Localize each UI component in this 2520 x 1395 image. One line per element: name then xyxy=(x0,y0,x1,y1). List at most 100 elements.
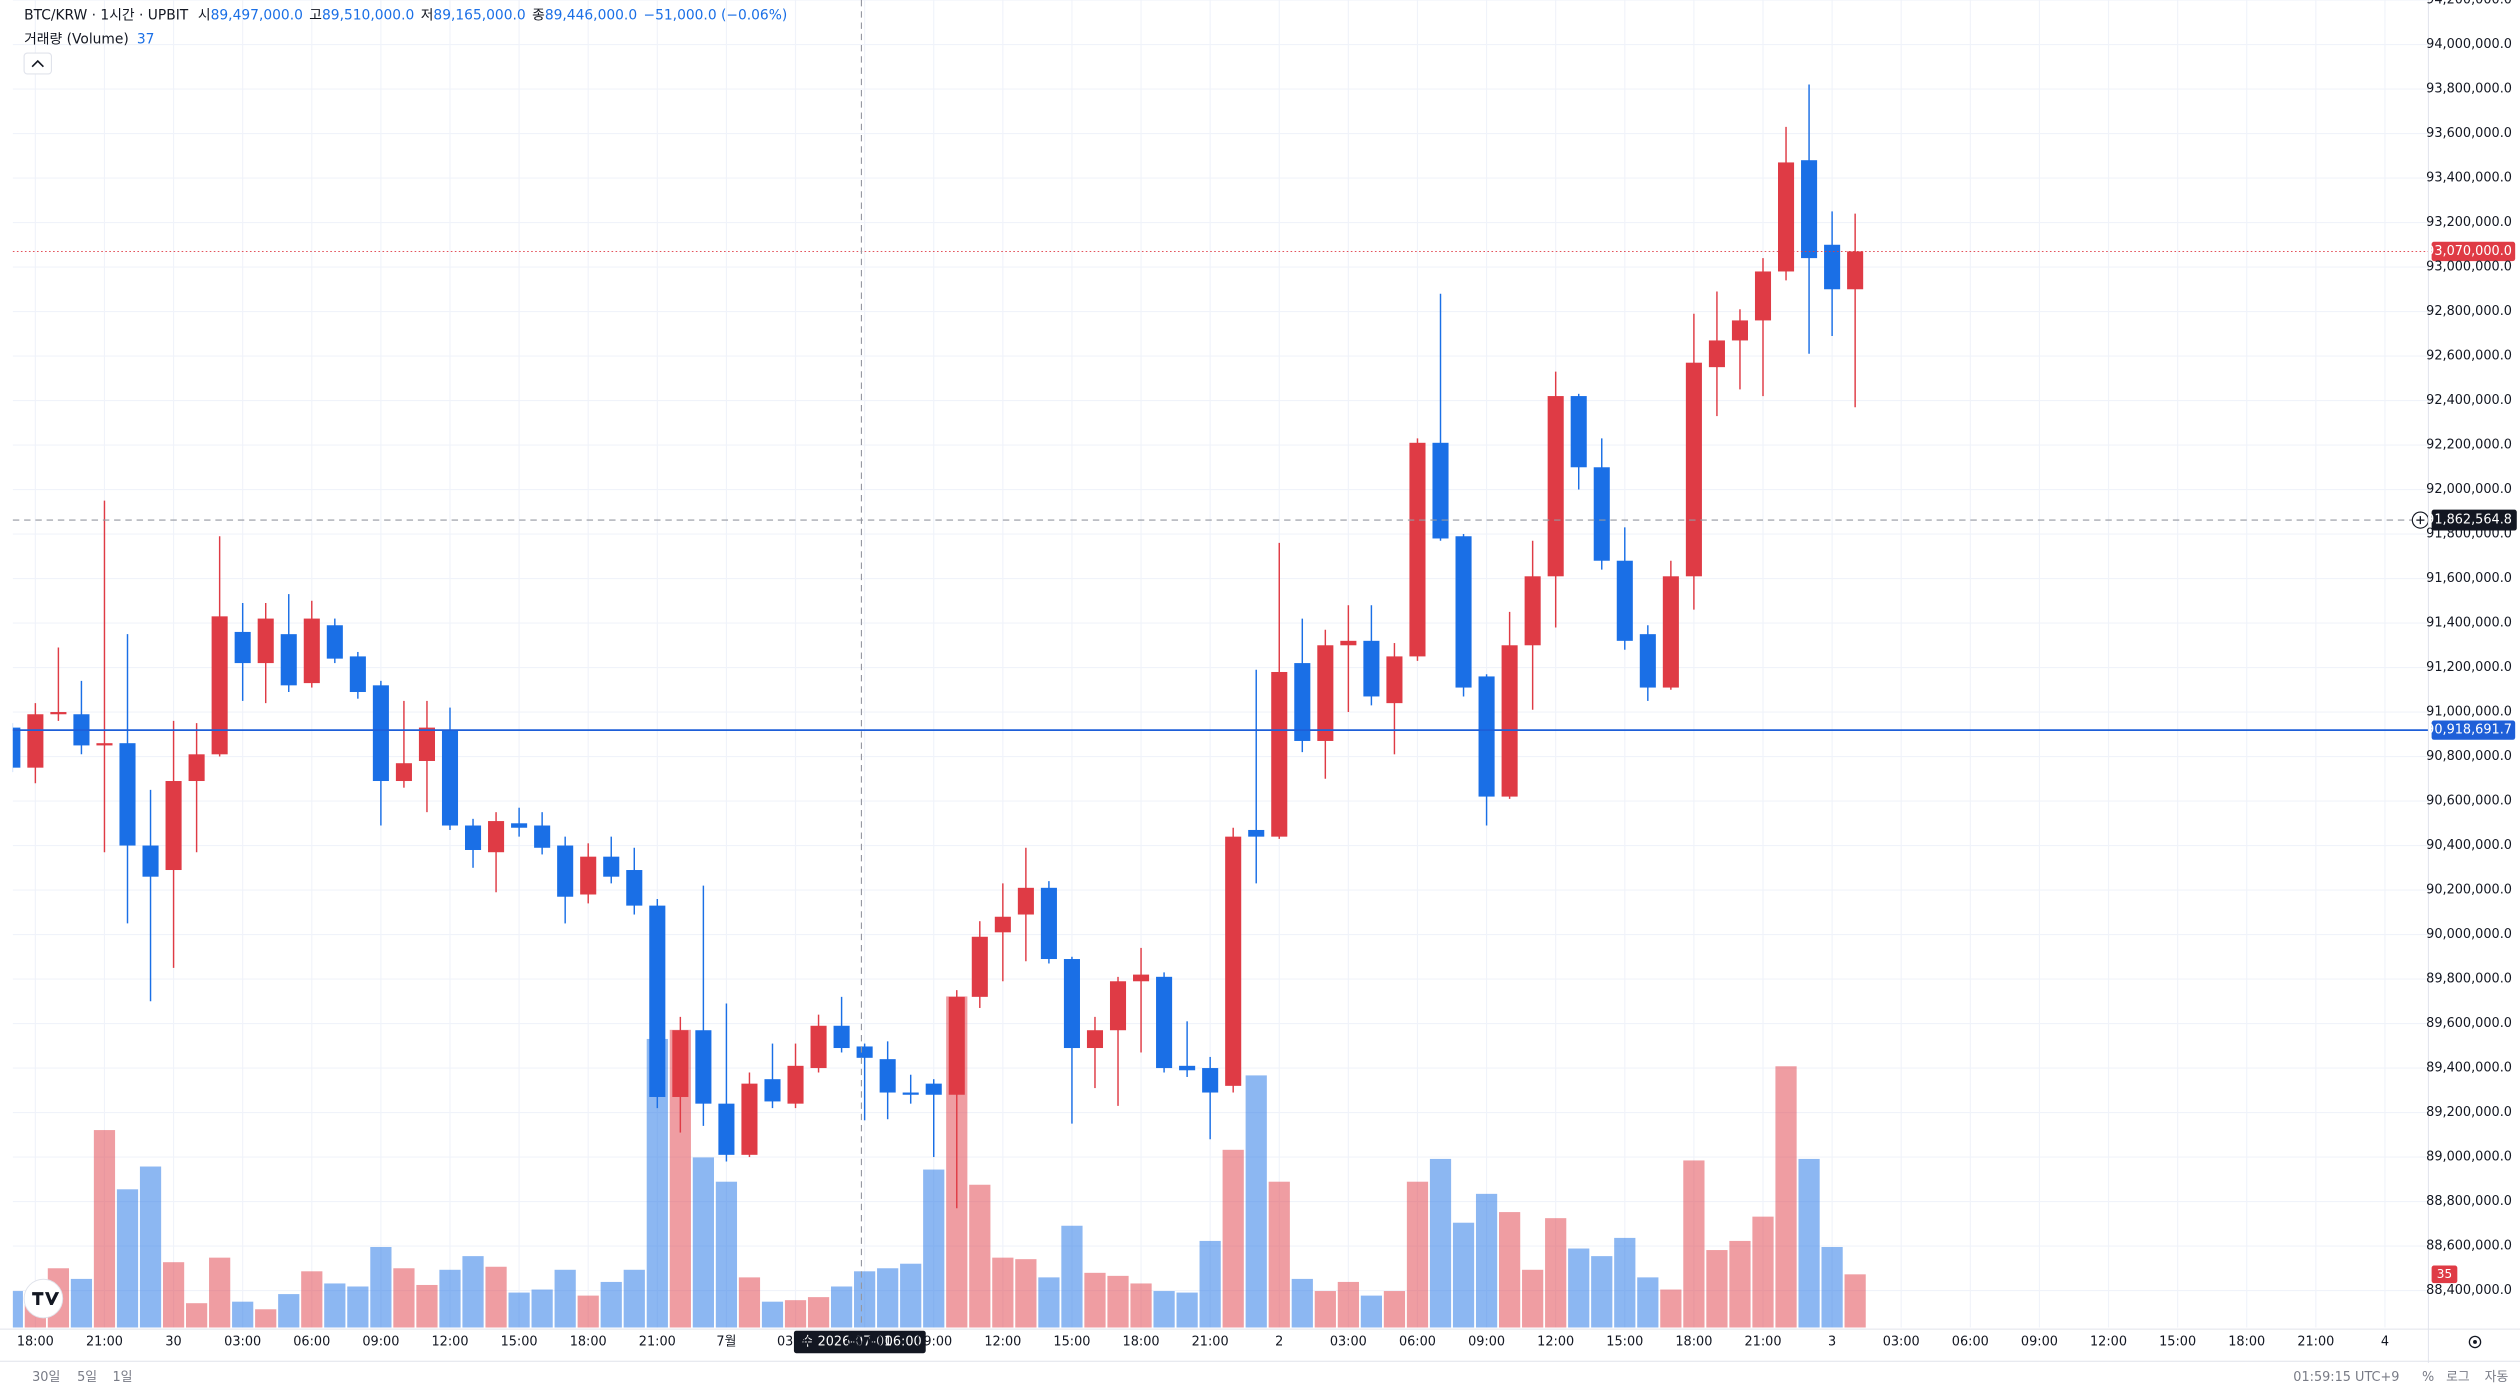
y-tick-label: 90,400,000.0 xyxy=(2426,838,2512,853)
x-tick-label: 03:00 xyxy=(1883,1334,1920,1349)
candle-body xyxy=(257,618,274,664)
y-tick-label: 90,800,000.0 xyxy=(2426,749,2512,764)
volume-bar xyxy=(969,1184,991,1328)
candle-body xyxy=(534,825,551,848)
candle-body xyxy=(488,821,505,853)
volume-bar xyxy=(232,1301,254,1328)
candle-body xyxy=(464,825,482,850)
volume-bar xyxy=(12,1291,23,1328)
y-tick-label: 93,600,000.0 xyxy=(2426,126,2512,141)
y-tick-label: 91,800,000.0 xyxy=(2426,527,2512,542)
percent-toggle[interactable]: % xyxy=(2422,1370,2434,1385)
volume-bar xyxy=(1429,1158,1452,1328)
candle-body xyxy=(326,625,343,659)
volume-bar xyxy=(1360,1295,1383,1328)
candle-body xyxy=(1133,974,1150,982)
volume-bar xyxy=(1545,1218,1567,1328)
x-tick-label: 15:00 xyxy=(2159,1334,2196,1349)
candle-body xyxy=(165,781,182,871)
y-tick-label: 91,400,000.0 xyxy=(2426,616,2512,631)
volume-label-box xyxy=(2431,1265,2458,1284)
log-toggle[interactable]: 로그 xyxy=(2446,1370,2470,1385)
logo-circle[interactable] xyxy=(23,1278,64,1319)
volume-bar xyxy=(992,1257,1014,1328)
close-label: 종 xyxy=(532,7,545,23)
candle-body xyxy=(603,856,620,877)
range-button[interactable]: 30일 xyxy=(32,1370,60,1385)
y-tick-label: 92,400,000.0 xyxy=(2426,393,2512,408)
x-tick-label: 12:00 xyxy=(1537,1334,1574,1349)
candle-body xyxy=(1754,271,1772,321)
x-tick-label: 03:00 xyxy=(1330,1334,1367,1349)
collapse-icon[interactable] xyxy=(31,59,44,68)
logo-mark[interactable] xyxy=(32,1292,60,1305)
candle-body xyxy=(971,936,988,997)
low-value: 89,165,000.0 xyxy=(433,7,525,23)
volume-bar xyxy=(1499,1212,1521,1328)
range-button[interactable]: 5일 xyxy=(77,1370,97,1385)
x-tick-label: 21:00 xyxy=(1192,1334,1229,1349)
candle-body xyxy=(234,631,251,664)
auto-toggle[interactable]: 자동 xyxy=(2485,1370,2509,1385)
volume-bar xyxy=(186,1303,208,1328)
candle-body xyxy=(1685,362,1702,577)
volume-bar xyxy=(1775,1066,1797,1328)
candle-body xyxy=(96,743,113,746)
gear-center[interactable] xyxy=(2473,1340,2477,1344)
collapse-box[interactable] xyxy=(23,52,52,75)
y-tick-label: 93,800,000.0 xyxy=(2426,82,2512,97)
candle-body xyxy=(1248,829,1265,837)
volume-bar xyxy=(393,1268,415,1328)
volume-legend: 거래량 (Volume) 37 xyxy=(24,31,154,47)
volume-bar xyxy=(508,1292,530,1328)
candle-body xyxy=(349,656,366,693)
volume-bar xyxy=(1706,1250,1728,1328)
volume-bar xyxy=(1452,1222,1475,1328)
volume-bar xyxy=(1130,1283,1152,1328)
volume-bar xyxy=(1660,1289,1682,1328)
collapse-button[interactable] xyxy=(23,52,52,75)
candle-body xyxy=(1109,981,1127,1031)
volume-bar xyxy=(577,1295,599,1328)
candle-body xyxy=(441,729,459,826)
candle-body xyxy=(372,685,389,782)
candle-body xyxy=(1340,640,1357,646)
candle-body xyxy=(1731,320,1749,341)
candle-body xyxy=(1432,442,1449,539)
volume-bar xyxy=(646,1038,668,1328)
volume-bar xyxy=(1614,1237,1636,1328)
header: BTC/KRW · 1시간 · UPBIT 시89,497,000.0 고89,51… xyxy=(24,7,787,23)
candle-body xyxy=(856,1046,873,1058)
low-label: 저 xyxy=(421,7,434,23)
y-tick-label: 88,600,000.0 xyxy=(2426,1239,2512,1254)
candle-body xyxy=(1225,836,1242,1086)
tv-logo[interactable] xyxy=(23,1278,64,1319)
candle-body xyxy=(741,1083,758,1155)
volume-bar xyxy=(923,1169,945,1328)
volume-bar xyxy=(370,1247,392,1328)
volume-bar xyxy=(209,1257,231,1328)
y-tick-label: 94,200,000.0 xyxy=(2426,0,2512,8)
volume-bar xyxy=(807,1297,830,1328)
volume-bar xyxy=(1222,1149,1244,1328)
y-tick-label: 93,200,000.0 xyxy=(2426,215,2512,230)
candle-body xyxy=(1616,560,1633,641)
x-tick-label: 21:00 xyxy=(639,1334,676,1349)
volume-bar xyxy=(1245,1075,1267,1328)
y-tick-label: 93,000,000.0 xyxy=(2426,260,2512,275)
volume-bar xyxy=(1337,1281,1359,1328)
candle-body xyxy=(1063,959,1080,1049)
y-tick-label: 92,000,000.0 xyxy=(2426,482,2512,497)
range-button[interactable]: 1일 xyxy=(113,1370,133,1385)
volume-bar xyxy=(255,1309,277,1328)
y-tick-label: 93,400,000.0 xyxy=(2426,171,2512,186)
settings-icon[interactable] xyxy=(2468,1335,2482,1349)
x-tick-label: 09:00 xyxy=(915,1334,952,1349)
candle-body xyxy=(1777,162,1795,272)
x-tick-label: 06:00 xyxy=(1952,1334,1989,1349)
volume-bar xyxy=(324,1283,346,1328)
gear[interactable] xyxy=(2468,1335,2482,1349)
candle-body xyxy=(1386,656,1403,704)
